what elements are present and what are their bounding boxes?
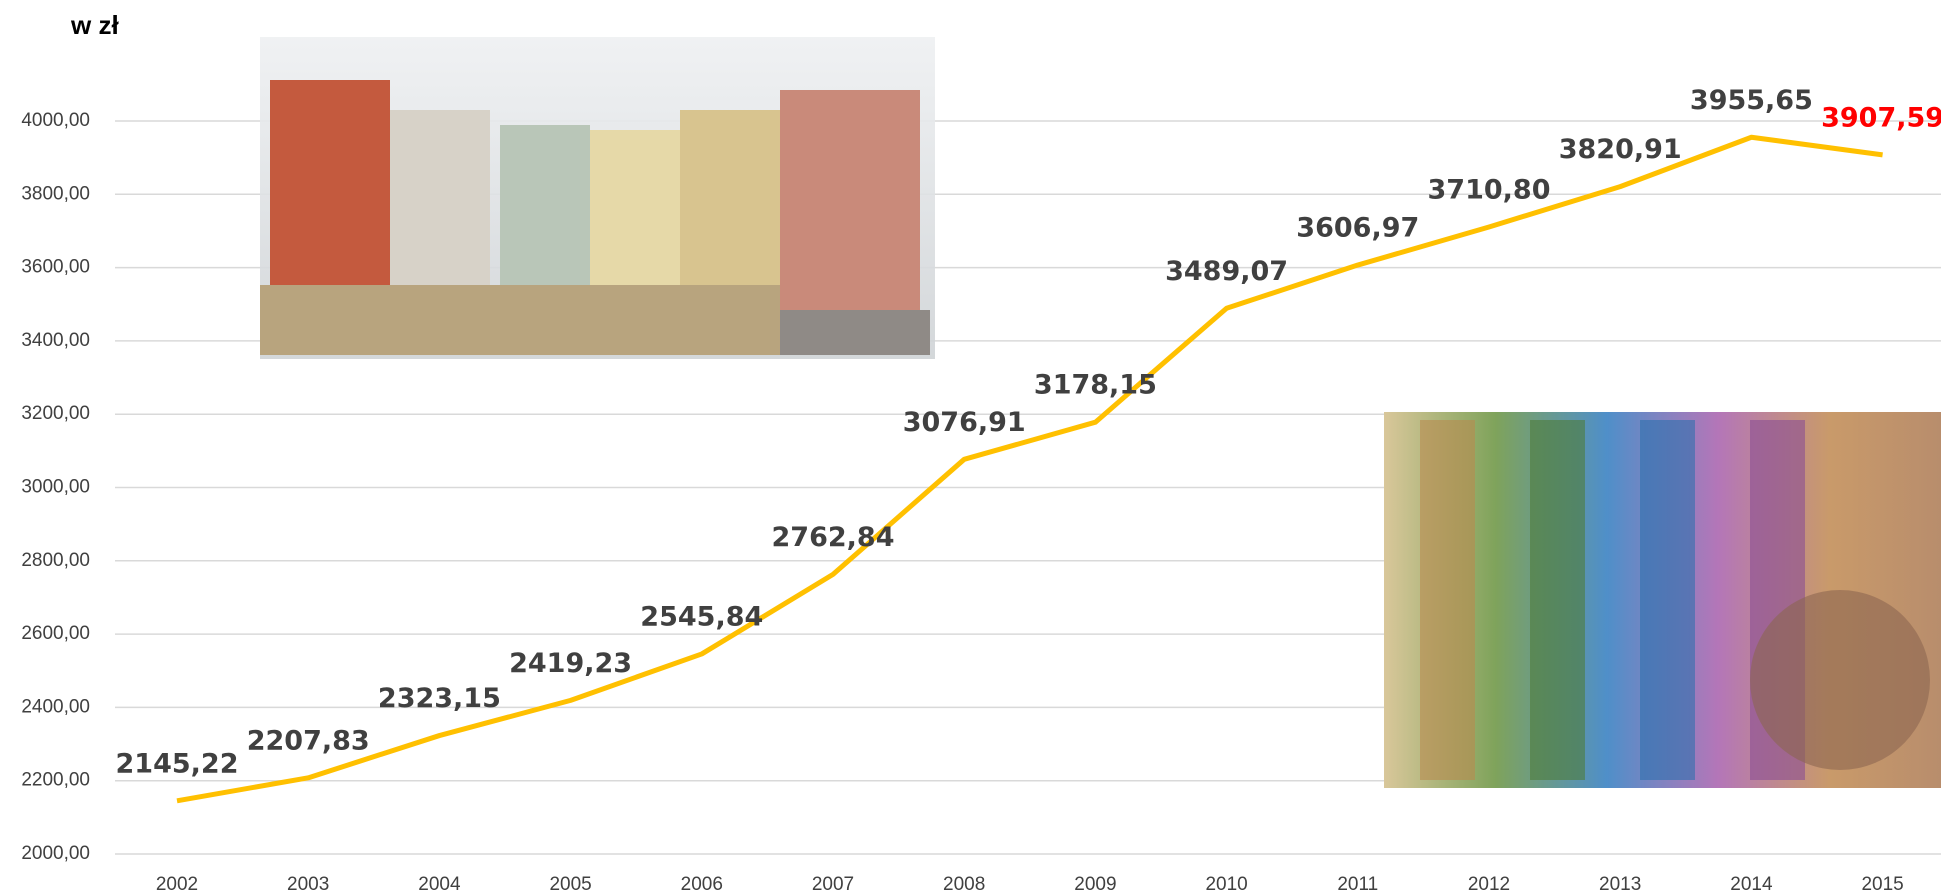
x-tick-label: 2003 [287,874,329,895]
data-label: 3489,07 [1165,256,1288,287]
x-tick-label: 2009 [1074,874,1116,895]
y-tick-label: 2000,00 [21,843,90,864]
x-tick-label: 2010 [1205,874,1247,895]
x-tick-label: 2004 [418,874,461,895]
photo-town [260,37,935,359]
y-tick-label: 3800,00 [21,183,90,204]
data-label: 2323,15 [378,683,501,714]
x-tick-label: 2012 [1468,874,1510,895]
y-tick-label: 2400,00 [21,696,90,717]
data-label: 2762,84 [772,522,895,553]
y-tick-label: 2600,00 [21,623,90,644]
x-tick-label: 2006 [681,874,723,895]
data-label: 2419,23 [509,648,632,679]
chart: w zł 2000,00 2200,00 2400,00 2600,00 2800,00… [0,0,1941,896]
x-tick-label: 2011 [1337,874,1378,895]
data-label: 3606,97 [1296,213,1419,244]
y-tick-label: 2800,00 [21,550,90,571]
x-tick-label: 2007 [812,874,854,895]
y-tick-label: 3400,00 [21,330,90,351]
x-tick-label: 2008 [943,874,985,895]
data-label: 3710,80 [1428,174,1551,205]
x-tick-label: 2014 [1730,874,1773,895]
data-label: 3820,91 [1559,134,1682,165]
y-tick-label: 2200,00 [21,770,90,791]
y-tick-label: 3000,00 [21,477,90,498]
x-tick-label: 2015 [1861,874,1903,895]
data-label: 3076,91 [903,407,1026,438]
data-label: 3178,15 [1034,370,1157,401]
photo-banknotes [1384,412,1941,788]
data-label: 3907,59 [1821,102,1941,133]
y-tick-label: 4000,00 [21,110,90,131]
y-tick-label: 3200,00 [21,403,90,424]
x-tick-label: 2005 [549,874,591,895]
data-label: 3955,65 [1690,85,1813,116]
data-label: 2145,22 [116,748,239,779]
x-tick-label: 2002 [156,874,198,895]
y-tick-label: 3600,00 [21,257,90,278]
data-label: 2207,83 [247,725,370,756]
x-tick-label: 2013 [1599,874,1641,895]
data-label: 2545,84 [640,601,763,632]
y-axis-label: w zł [70,10,119,40]
